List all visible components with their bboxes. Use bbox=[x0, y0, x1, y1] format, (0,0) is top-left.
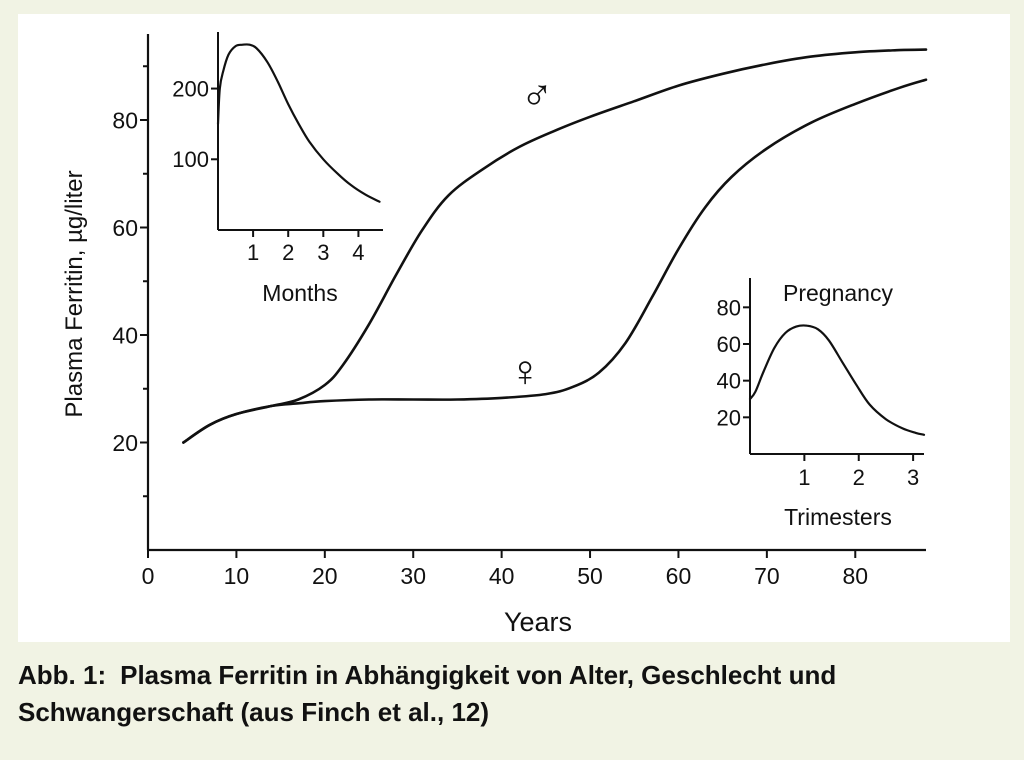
x-tick-label: 1 bbox=[247, 240, 259, 265]
x-tick-label: 60 bbox=[666, 563, 692, 589]
x-tick-label: 10 bbox=[224, 563, 250, 589]
ferritin-chart: 0 10 20 30 40 50 60 70 80 20 40 60 80 Years Plasma F… bbox=[61, 32, 928, 637]
y-tick-label: 100 bbox=[172, 147, 209, 172]
x-tick-label: 80 bbox=[842, 563, 868, 589]
months_inset-series-0-line bbox=[216, 43, 381, 203]
caption-text: Plasma Ferritin in Abhängigkeit von Alte… bbox=[18, 660, 837, 727]
x-tick-label: 3 bbox=[317, 240, 329, 265]
pregnancy-x-axis-label: Trimesters bbox=[784, 504, 892, 530]
x-tick-label: 2 bbox=[282, 240, 294, 265]
pregnancy-ticks: 1 2 3 20 40 60 80 bbox=[717, 295, 920, 490]
figure-caption: Abb. 1: Plasma Ferritin in Abhängigkeit v… bbox=[18, 657, 1008, 731]
months-x-axis-label: Months bbox=[262, 280, 337, 306]
x-tick-label: 3 bbox=[907, 465, 919, 490]
figure-panel: 0 10 20 30 40 50 60 70 80 20 40 60 80 Years Plasma F… bbox=[18, 14, 1010, 642]
main-series-0-line bbox=[182, 48, 928, 444]
x-tick-label: 4 bbox=[352, 240, 364, 265]
pregnancy-title: Pregnancy bbox=[783, 280, 893, 306]
pregnancy-series-line bbox=[748, 324, 926, 436]
male-symbol: ♂ bbox=[521, 71, 554, 120]
x-tick-label: 0 bbox=[142, 563, 155, 589]
y-tick-label: 20 bbox=[717, 405, 741, 430]
months-inset: 1 2 3 4 100 200 Months bbox=[172, 32, 383, 306]
female-symbol: ♀ bbox=[509, 347, 542, 396]
main-series-lines bbox=[182, 48, 928, 444]
months-series-line bbox=[216, 43, 381, 203]
y-tick-label: 60 bbox=[112, 215, 138, 241]
y-tick-label: 80 bbox=[112, 107, 138, 133]
y-tick-label: 80 bbox=[717, 295, 741, 320]
months-ticks: 1 2 3 4 100 200 bbox=[172, 76, 364, 265]
y-tick-label: 40 bbox=[112, 322, 138, 348]
main-x-axis-label: Years bbox=[504, 607, 572, 637]
x-tick-label: 50 bbox=[577, 563, 603, 589]
x-tick-label: 20 bbox=[312, 563, 338, 589]
y-tick-label: 20 bbox=[112, 430, 138, 456]
pregnancy_inset-series-0-line bbox=[748, 324, 926, 436]
x-tick-label: 30 bbox=[400, 563, 426, 589]
y-tick-label: 200 bbox=[172, 76, 209, 101]
x-tick-label: 40 bbox=[489, 563, 515, 589]
x-tick-label: 70 bbox=[754, 563, 780, 589]
main-y-axis-label: Plasma Ferritin, µg/liter bbox=[61, 170, 88, 417]
y-tick-label: 40 bbox=[717, 369, 741, 394]
x-tick-label: 2 bbox=[853, 465, 865, 490]
x-tick-label: 1 bbox=[798, 465, 810, 490]
y-tick-label: 60 bbox=[717, 332, 741, 357]
pregnancy-inset: 1 2 3 20 40 60 80 Pregnancy Trimesters bbox=[717, 278, 926, 530]
caption-label: Abb. 1: bbox=[18, 660, 107, 690]
main-chart: 0 10 20 30 40 50 60 70 80 20 40 60 80 Years Plasma F… bbox=[61, 34, 928, 637]
main-ticks: 0 10 20 30 40 50 60 70 80 20 40 60 80 bbox=[112, 65, 868, 589]
main-series-1-line bbox=[182, 78, 928, 444]
